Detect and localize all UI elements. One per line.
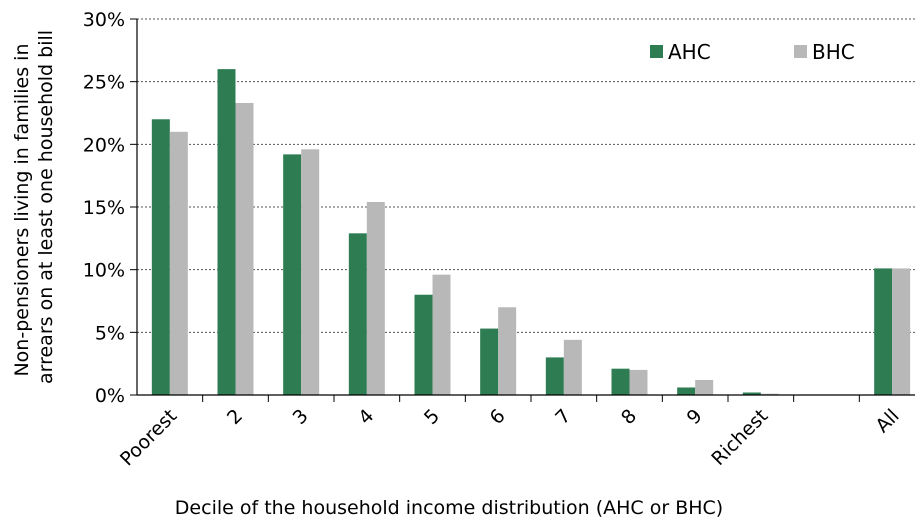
x-axis-title: Decile of the household income distribut… (175, 497, 723, 519)
bar-ahc (677, 387, 696, 395)
bar-ahc (611, 368, 630, 395)
bar-bhc (301, 149, 320, 395)
bar-bhc (169, 131, 188, 396)
y-tick-label: 10% (83, 260, 125, 282)
x-tick-label: 2 (223, 405, 247, 429)
legend-swatch-bhc (794, 45, 807, 58)
bar-ahc (414, 294, 433, 395)
bar-ahc (545, 357, 564, 395)
y-axis-title-line-1: Non-pensioners living in families in (11, 44, 33, 377)
bar-ahc (283, 154, 302, 395)
y-tick-label: 30% (83, 9, 125, 31)
bar-ahc (151, 119, 170, 396)
x-tick-label: 9 (683, 405, 707, 429)
legend-label-bhc: BHC (812, 40, 855, 64)
x-tick-label: Richest (707, 405, 772, 470)
x-tick-label: Poorest (116, 405, 181, 470)
bars (151, 69, 911, 396)
gridlines (137, 18, 915, 333)
x-tick-label: All (871, 405, 903, 437)
y-tick-label: 0% (95, 385, 125, 407)
x-tick-label: 6 (486, 405, 510, 429)
y-tick-label: 20% (83, 134, 125, 156)
y-tick-label: 15% (83, 197, 125, 219)
x-tick-label: 7 (551, 405, 575, 429)
bar-ahc (480, 328, 499, 395)
bar-bhc (695, 379, 714, 395)
bar-ahc (742, 392, 761, 395)
x-tick-label: 5 (420, 405, 444, 429)
legend-swatch-ahc (650, 45, 663, 58)
bar-ahc (348, 233, 367, 395)
y-axis-title-line-2: arrears on at least one household bill (35, 30, 57, 384)
x-tick-label: 3 (289, 405, 313, 429)
y-tick-labels: 0% 5% 10% 15% 20% 25% 30% (83, 9, 137, 407)
y-tick-label: 25% (83, 72, 125, 94)
bar-bhc (432, 274, 451, 395)
y-tick-label: 5% (95, 322, 125, 344)
bar-bhc (235, 102, 254, 396)
bar-bhc (892, 268, 911, 395)
bar-bhc (366, 201, 385, 395)
bar-bhc (760, 393, 779, 395)
legend-label-ahc: AHC (668, 40, 711, 64)
legend: AHC BHC (650, 40, 855, 64)
x-tick-label: 4 (354, 405, 378, 429)
bar-bhc (629, 369, 648, 395)
x-tick-labels: Poorest 2 3 4 5 6 7 8 9 Richest All (116, 395, 904, 470)
bar-bhc (563, 339, 582, 395)
bar-ahc (217, 69, 236, 395)
y-axis-title: Non-pensioners living in families in arr… (11, 30, 57, 384)
bar-bhc (498, 307, 517, 395)
x-tick-label: 8 (617, 405, 641, 429)
bar-ahc (874, 268, 893, 395)
